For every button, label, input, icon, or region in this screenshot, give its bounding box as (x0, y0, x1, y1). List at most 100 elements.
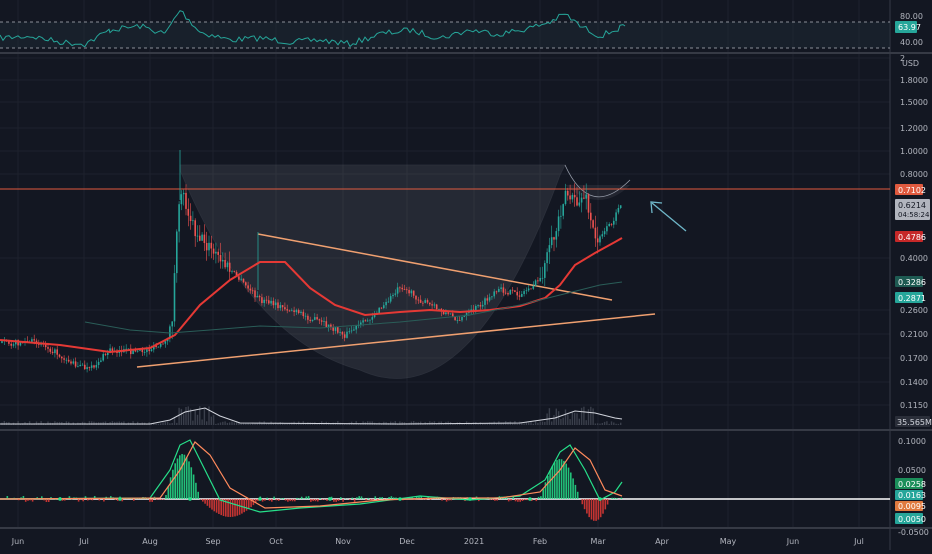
candle-body-4 (10, 344, 12, 346)
x-tick-label: Sep (205, 537, 220, 546)
macd-hist-bar (379, 497, 381, 499)
macd-hist-bar (616, 498, 618, 499)
macd-tick-label: 0.1000 (898, 437, 926, 446)
candle-body-106 (245, 282, 247, 285)
candle-body-39 (91, 365, 93, 367)
resistance-label: 0.7102 (898, 186, 926, 195)
candle-body-259 (597, 238, 599, 242)
volume-bar (215, 424, 216, 425)
candle-body-242 (558, 216, 560, 231)
macd-hist-bar (556, 460, 558, 499)
price-tick-label: 0.1700 (900, 354, 928, 363)
macd-hist-bar (611, 498, 613, 499)
price-tick-label: 0.1400 (900, 378, 928, 387)
volume-bar (533, 424, 534, 425)
candle-body-115 (266, 300, 268, 301)
macd-hist-bar (301, 497, 303, 499)
x-tick-label: Aug (142, 537, 158, 546)
volume-bar (224, 421, 225, 425)
candle-body-98 (227, 263, 229, 268)
macd-hist-bar (393, 497, 395, 499)
macd-hist-bar (172, 470, 174, 499)
macd-hist-bar (285, 499, 287, 501)
candle-body-116 (268, 300, 270, 303)
macd-hist-bar (195, 483, 197, 499)
macd-hist-bar (565, 464, 567, 499)
candle-body-215 (496, 291, 498, 292)
volume-bar (615, 424, 616, 425)
macd-hist-bar (356, 497, 358, 499)
volume-bar (169, 423, 170, 425)
volume-bar (609, 424, 610, 425)
macd-cross-dot-5 (398, 497, 402, 501)
volume-bar (121, 422, 122, 425)
candle-body-235 (542, 278, 544, 279)
macd-hist-bar (78, 499, 80, 502)
candle-body-43 (100, 361, 102, 362)
volume-bar (429, 421, 430, 425)
volume-bar (618, 424, 619, 425)
candle-body-171 (395, 294, 397, 295)
volume-bar (155, 424, 156, 425)
price-tick-label: 0.2600 (900, 306, 928, 315)
macd-hist-bar (370, 499, 372, 500)
resistance-badge: 0.7102 (895, 184, 926, 195)
candle-body-228 (526, 290, 528, 291)
volume-bar (540, 422, 541, 425)
macd-hist-bar (306, 497, 308, 500)
rsi-value-badge: 63.97 (895, 21, 921, 33)
macd-hist-bar (202, 499, 204, 502)
candle-body-158 (365, 320, 367, 321)
price-tick-label: 1.2000 (900, 124, 928, 133)
volume-bar (586, 420, 587, 425)
macd-hist-bar (103, 499, 105, 502)
candle-body-25 (59, 355, 61, 357)
macd-hist-bar (361, 496, 363, 499)
volume-bar (581, 408, 582, 425)
macd-hist-bar (193, 475, 195, 500)
macd-hist-bar (243, 499, 245, 512)
candle-body-245 (565, 191, 567, 204)
volume-bar (597, 423, 598, 425)
volume-bar (517, 424, 518, 425)
candle-body-209 (482, 305, 484, 307)
volume-bar (362, 421, 363, 425)
volume-bar (356, 421, 357, 425)
macd-hist-bar (200, 499, 202, 500)
price-tick-label: 1.8000 (900, 76, 928, 85)
candle-body-85 (197, 236, 199, 237)
candle-body-249 (574, 195, 576, 197)
macd-cross-dot-4 (328, 497, 332, 501)
macd-hist-bar (317, 499, 319, 502)
macd-hist-bar (220, 499, 222, 515)
macd-hist-bar (246, 499, 248, 511)
macd-hist-bar (561, 459, 563, 499)
candle-body-82 (190, 216, 192, 221)
volume-bar (420, 422, 421, 425)
candle-body-239 (551, 237, 553, 245)
volume-bar (434, 421, 435, 425)
macd-hist-bar (312, 499, 314, 501)
candle-body-146 (337, 327, 339, 333)
macd-hist-bar (278, 499, 280, 501)
macd-hist-bar (211, 499, 213, 510)
macd-hist-bar (207, 499, 209, 506)
volume-bar (178, 408, 179, 425)
candle-body-122 (282, 305, 284, 307)
macd-badge-d: 0.0050 (895, 513, 926, 524)
candle-body-177 (408, 290, 410, 293)
ma-slow-label-a: 0.3286 (898, 278, 926, 287)
candle-body-59 (137, 351, 139, 352)
volume-bar (172, 423, 173, 425)
macd-hist-bar (324, 499, 326, 500)
macd-badge-a: 0.0258 (895, 478, 926, 489)
candle-body-88 (204, 235, 206, 243)
macd-hist-bar (82, 499, 84, 501)
macd-hist-bar (287, 499, 289, 502)
volume-bar (158, 424, 159, 425)
candle-body-200 (461, 317, 463, 320)
candle-body-34 (79, 365, 81, 366)
candle-body-159 (367, 321, 369, 322)
candle-body-227 (523, 291, 525, 294)
